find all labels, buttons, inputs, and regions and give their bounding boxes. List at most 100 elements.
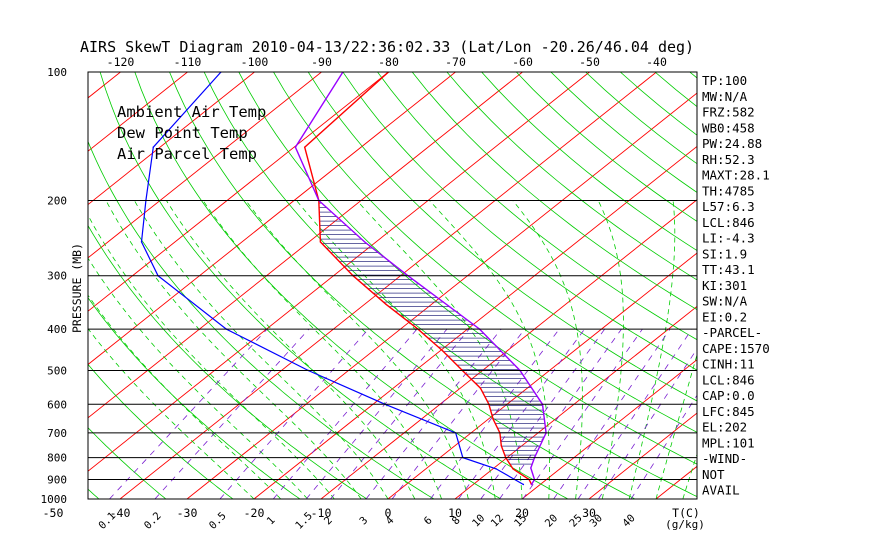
data-point xyxy=(512,468,514,470)
moist-adiabat xyxy=(202,200,442,499)
index-value: LCL:846 xyxy=(702,215,755,230)
dry-adiabat xyxy=(759,72,870,499)
top-temp-tick-label: -100 xyxy=(241,55,269,69)
legend-label: Ambient Air Temp xyxy=(117,103,266,121)
index-value: CINH:11 xyxy=(702,357,755,372)
isotherm xyxy=(88,72,255,206)
dry-adiabat xyxy=(88,427,167,499)
data-point xyxy=(530,483,533,486)
y-tick-label: 700 xyxy=(47,427,67,440)
stability-indices: TP:100MW:N/AFRZ:582WB0:458PW:24.88RH:52.… xyxy=(702,73,770,498)
index-value: EI:0.2 xyxy=(702,309,747,324)
index-value: LFC:845 xyxy=(702,404,755,419)
dew-point-line xyxy=(140,72,524,486)
dry-adiabat xyxy=(238,72,697,465)
top-temp-tick-label: -120 xyxy=(107,55,135,69)
mixing-ratio-label: 6 xyxy=(422,514,435,527)
data-point xyxy=(304,146,306,148)
dry-adiabat xyxy=(88,363,234,499)
mixing-ratio-label: 20 xyxy=(543,512,560,529)
mixing-ratio-line xyxy=(272,328,418,499)
mixing-ratio-label: 0.2 xyxy=(142,510,164,532)
index-value: TT:43.1 xyxy=(702,262,755,277)
isotherm xyxy=(320,199,697,499)
mixing-ratio-line xyxy=(305,328,448,499)
index-value: EL:202 xyxy=(702,420,747,435)
isotherm xyxy=(0,72,54,499)
legend-label: Dew Point Temp xyxy=(117,124,248,142)
data-point xyxy=(319,241,322,243)
moist-adiabat xyxy=(655,353,697,499)
dry-adiabat xyxy=(411,72,697,311)
y-tick-label: 100 xyxy=(47,66,67,79)
data-point xyxy=(522,483,525,486)
dry-adiabat xyxy=(99,72,502,499)
dry-adiabat xyxy=(481,72,697,252)
chart-title: AIRS SkewT Diagram 2010-04-13/22:36:02.3… xyxy=(80,38,694,56)
index-value: LCL:846 xyxy=(702,372,755,387)
isotherm xyxy=(655,465,697,499)
index-value: MAXT:28.1 xyxy=(702,168,770,183)
bottom-temp-tick-label: 20 xyxy=(515,506,529,520)
isotherm xyxy=(88,72,322,259)
y-tick-label: 500 xyxy=(47,364,67,377)
dry-adiabat xyxy=(203,72,697,498)
mixing-ratio-unit: (g/kg) xyxy=(665,518,705,531)
index-value: CAPE:1570 xyxy=(702,341,770,356)
moist-adiabat xyxy=(88,214,335,499)
data-point xyxy=(495,468,497,470)
top-temp-tick-label: -40 xyxy=(646,55,667,69)
isotherm xyxy=(88,72,590,472)
index-value: -WIND- xyxy=(702,451,747,466)
isotherm xyxy=(88,72,456,366)
mixing-ratio-label: 3 xyxy=(357,514,370,527)
y-tick-label: 600 xyxy=(47,398,67,411)
isotherm xyxy=(88,72,389,312)
mixing-ratio-line xyxy=(553,328,671,499)
dry-adiabat xyxy=(446,72,697,281)
bottom-temp-tick-label: -40 xyxy=(110,506,131,520)
dry-adiabat xyxy=(377,72,697,341)
mixing-ratio-line xyxy=(330,328,470,499)
moist-adiabat xyxy=(682,453,697,499)
isotherm xyxy=(521,359,697,499)
data-point xyxy=(385,303,387,305)
mixing-ratio-line xyxy=(630,394,697,499)
legend: Ambient Air Temp Dew Point Temp Air Parcel… xyxy=(117,103,266,163)
bottom-temp-tick-label: 30 xyxy=(582,506,596,520)
data-point xyxy=(530,467,532,469)
ambient-temp-line xyxy=(303,72,533,485)
mixing-ratio-line xyxy=(577,328,693,499)
dry-adiabat xyxy=(0,72,32,499)
data-point xyxy=(492,418,494,420)
dry-adiabat xyxy=(88,224,368,499)
top-temp-tick-label: -70 xyxy=(445,55,466,69)
mixing-ratio-line xyxy=(109,328,268,499)
y-tick-label: 400 xyxy=(47,323,67,336)
mixing-ratio-label: 10 xyxy=(470,512,487,529)
dry-adiabat xyxy=(88,140,435,499)
index-value: FRZ:582 xyxy=(702,105,755,120)
mixing-ratio-label: 0.5 xyxy=(207,510,229,532)
dry-adiabat xyxy=(273,72,697,433)
temp-unit-label: T(C) xyxy=(672,506,700,520)
bottom-temp-tick-label: -50 xyxy=(43,506,64,520)
plot-area xyxy=(0,72,870,499)
isotherm xyxy=(88,72,188,152)
y-tick-label: 800 xyxy=(47,452,67,465)
isotherm xyxy=(253,145,697,499)
moist-adiabat xyxy=(628,200,676,499)
data-point xyxy=(152,146,154,148)
isotherm xyxy=(790,72,870,499)
mixing-ratio-line xyxy=(154,328,310,499)
top-temp-tick-label: -60 xyxy=(512,55,533,69)
mixing-ratio-label: 40 xyxy=(620,512,637,529)
index-value: AVAIL xyxy=(702,483,740,498)
dry-adiabat xyxy=(342,72,697,371)
index-value: -PARCEL- xyxy=(702,325,762,340)
data-point xyxy=(500,445,502,447)
bottom-temp-tick-label: -30 xyxy=(177,506,198,520)
axis-labels: 1002003004005006007008009001000PRESSURE … xyxy=(41,55,705,532)
dry-adiabat xyxy=(654,72,697,108)
index-value: TH:4785 xyxy=(702,183,755,198)
